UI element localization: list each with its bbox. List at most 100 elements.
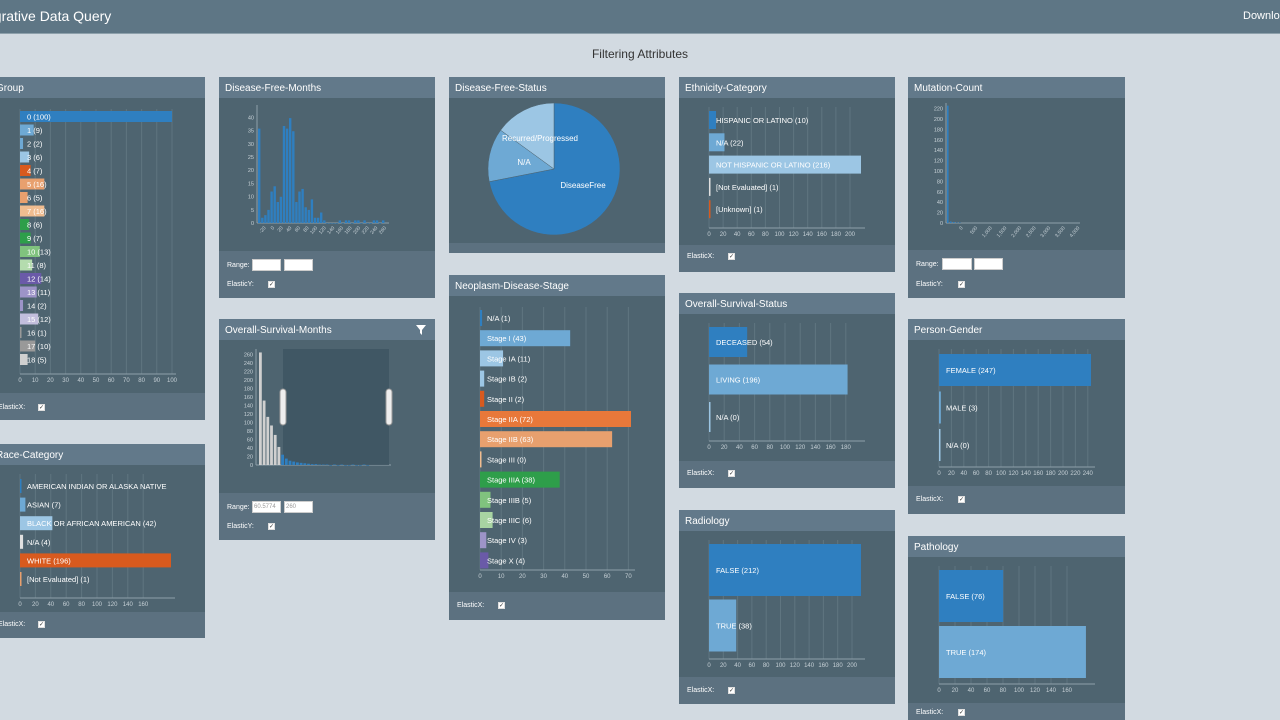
disease-free-status-panel: Disease-Free-Status DiseaseFree N/A Recurr… bbox=[449, 77, 665, 253]
x-tick-label: 2,500 bbox=[1025, 225, 1038, 239]
elasticy-checkbox[interactable]: ✓ bbox=[268, 281, 275, 288]
y-tick-label: 220 bbox=[244, 370, 253, 376]
elasticy-checkbox[interactable]: ✓ bbox=[268, 523, 275, 530]
y-tick-label: 30 bbox=[248, 142, 254, 148]
bar bbox=[332, 223, 335, 224]
person-gender-chart[interactable]: 0 20 40 60 80 100 120 140 160 180 200 220 240 FEMALE … bbox=[908, 319, 1125, 486]
elasticx-checkbox[interactable]: ✓ bbox=[38, 621, 45, 628]
panel-footer: ElasticX: ✓ bbox=[908, 703, 1125, 720]
bar-label: Stage IIIB (5) bbox=[487, 496, 532, 505]
group-chart[interactable]: 0 10 20 30 40 50 60 70 80 90 100 0 (100) 1 (9) 2 (2) 3… bbox=[0, 77, 205, 393]
overall-survival-months-chart[interactable]: 0 20 40 60 80 100 120 140 160 180 200 220 240 260 bbox=[219, 319, 435, 493]
radiology-chart[interactable]: 0 20 40 60 80 100 120 140 160 180 200 FALSE (212) TR… bbox=[679, 510, 895, 677]
bar bbox=[285, 128, 289, 223]
pathology-chart[interactable]: 0 20 40 60 80 100 120 140 160 FALSE (76) TRUE (174… bbox=[908, 536, 1125, 703]
elasticx-label: ElasticX: bbox=[916, 709, 944, 716]
y-tick-label: 60 bbox=[937, 190, 943, 196]
bar bbox=[344, 220, 348, 223]
x-tick-label: 160 bbox=[1033, 471, 1044, 477]
bar bbox=[326, 223, 329, 224]
range-to-input[interactable] bbox=[974, 258, 1003, 270]
range-from-input[interactable] bbox=[252, 259, 281, 271]
mutation-count-panel: Mutation-Count 0 20 40 60 80 100 120 140 160 180 2… bbox=[908, 77, 1125, 298]
bar-label: BLACK OR AFRICAN AMERICAN (42) bbox=[27, 519, 157, 528]
panel-title: Ethnicity-Category bbox=[679, 77, 895, 98]
bar-label: 7 (16) bbox=[27, 207, 47, 216]
bar-label: 17 (10) bbox=[27, 342, 51, 351]
bar bbox=[20, 273, 42, 284]
elasticx-checkbox[interactable]: ✓ bbox=[728, 253, 735, 260]
elasticx-checkbox[interactable]: ✓ bbox=[498, 602, 505, 609]
elasticx-checkbox[interactable]: ✓ bbox=[958, 496, 965, 503]
x-tick-label: 60 bbox=[63, 602, 70, 608]
download-link[interactable]: Downloa bbox=[1243, 10, 1280, 22]
range-from-input[interactable]: 60.5774 bbox=[252, 501, 281, 513]
filter-reset-icon[interactable] bbox=[415, 324, 427, 336]
bar bbox=[709, 364, 848, 395]
x-tick-label: 40 bbox=[561, 574, 568, 580]
race-chart[interactable]: 0 20 40 60 80 100 120 140 160 AMERICAN INDIAN OR … bbox=[0, 444, 205, 612]
x-tick-label: 40 bbox=[960, 471, 967, 477]
bar bbox=[480, 350, 504, 367]
bar bbox=[20, 479, 22, 493]
x-tick-label: 500 bbox=[969, 225, 979, 235]
bar bbox=[303, 463, 307, 465]
bar bbox=[709, 327, 748, 357]
bar bbox=[292, 461, 296, 465]
elasticx-checkbox[interactable]: ✓ bbox=[728, 687, 735, 694]
bar bbox=[270, 425, 273, 465]
range-label: Range: bbox=[916, 261, 939, 268]
x-tick-label: 80 bbox=[138, 378, 145, 384]
bar-label: 4 (7) bbox=[27, 167, 43, 176]
overall-survival-status-chart[interactable]: 0 20 40 60 80 100 120 140 160 180 DECEASED (54) LIV… bbox=[679, 293, 895, 461]
ethnicity-category-chart[interactable]: 0 20 40 60 80 100 120 140 160 180 200 HISPANIC OR L… bbox=[679, 77, 895, 245]
bar-label: FEMALE (247) bbox=[946, 366, 996, 375]
elasticx-checkbox[interactable]: ✓ bbox=[958, 709, 965, 716]
bar-label: 9 (7) bbox=[27, 234, 43, 243]
range-from-input[interactable] bbox=[942, 258, 972, 270]
elasticx-label: ElasticX: bbox=[0, 404, 26, 411]
brush-extent bbox=[283, 349, 389, 465]
bar bbox=[295, 202, 298, 223]
bar bbox=[20, 259, 33, 271]
x-tick-label: 100 bbox=[774, 232, 785, 238]
x-tick-label: 140 bbox=[803, 232, 814, 238]
elasticx-checkbox[interactable]: ✓ bbox=[38, 404, 45, 411]
x-tick-label: 30 bbox=[540, 574, 547, 580]
x-tick-label: 60 bbox=[984, 688, 991, 694]
pie-label: DiseaseFree bbox=[560, 181, 606, 190]
radiology-panel: Radiology 0 20 40 60 80 100 120 140 160 180 200 FAL… bbox=[679, 510, 895, 704]
bar-label: 1 (9) bbox=[27, 126, 43, 135]
panel-title: Radiology bbox=[679, 510, 895, 531]
range-to-input[interactable]: 260 bbox=[284, 501, 313, 513]
race-panel: Race-Category 0 20 40 60 80 100 120 140 160 AMERI… bbox=[0, 444, 205, 638]
x-tick-label: 80 bbox=[78, 602, 85, 608]
x-tick-label: 200 bbox=[845, 232, 856, 238]
elasticx-label: ElasticX: bbox=[916, 496, 944, 503]
bar bbox=[20, 572, 22, 586]
bar bbox=[301, 188, 304, 223]
neoplasm-disease-stage-chart[interactable]: 0 10 20 30 40 50 60 70 N/A (1) Stage I (43) Stage … bbox=[449, 275, 665, 592]
disease-free-status-chart[interactable]: DiseaseFree N/A Recurred/Progressed bbox=[449, 77, 665, 243]
y-tick-label: 200 bbox=[244, 378, 253, 384]
bar bbox=[281, 454, 284, 465]
bar bbox=[369, 223, 372, 224]
elasticx-checkbox[interactable]: ✓ bbox=[728, 470, 735, 477]
bar bbox=[314, 464, 318, 465]
panel-title: Neoplasm-Disease-Stage bbox=[449, 275, 665, 296]
x-tick-label: 0 bbox=[937, 688, 941, 694]
x-tick-label: 50 bbox=[583, 574, 590, 580]
range-to-input[interactable] bbox=[284, 259, 313, 271]
bar-label: N/A (0) bbox=[946, 441, 970, 450]
bar bbox=[20, 178, 45, 190]
elasticy-checkbox[interactable]: ✓ bbox=[958, 281, 965, 288]
brush-handle-right bbox=[385, 388, 393, 426]
mutation-count-chart[interactable]: 0 20 40 60 80 100 120 140 160 180 200 220 0 500 1,000 1… bbox=[908, 77, 1125, 250]
bar bbox=[258, 128, 261, 223]
y-tick-label: 80 bbox=[247, 429, 253, 435]
bar-label: 0 (100) bbox=[27, 113, 51, 122]
y-tick-label: 0 bbox=[251, 221, 254, 227]
y-tick-label: 260 bbox=[244, 353, 253, 359]
bar-label: 2 (2) bbox=[27, 140, 43, 149]
